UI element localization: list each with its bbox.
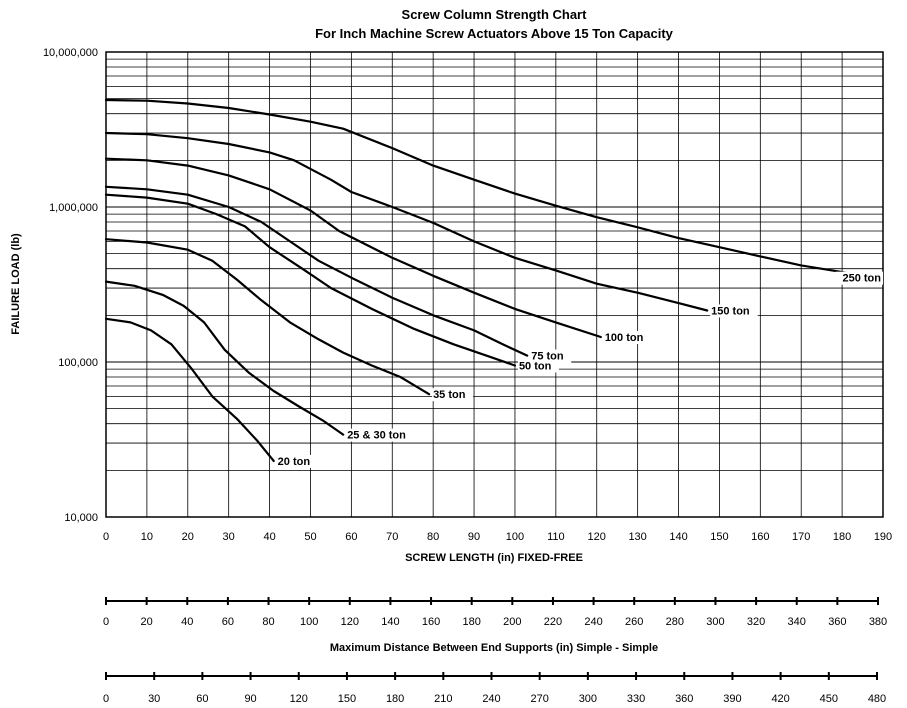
x-tick-label: 180: [833, 531, 851, 543]
x-tick-label: 20: [182, 531, 194, 543]
series-label: 100 ton: [605, 332, 644, 344]
series-label: 50 ton: [519, 360, 552, 372]
scale-tick-label: 240: [482, 693, 500, 705]
series-line-20-ton: [104, 317, 275, 462]
series-label-bg: [530, 349, 572, 363]
x-tick-label: 140: [669, 531, 687, 543]
scale-tick-label: 270: [531, 693, 549, 705]
scale-tick-label: 120: [290, 693, 308, 705]
scale-tick-label: 90: [244, 693, 256, 705]
x-tick-label: 120: [588, 531, 606, 543]
x-tick-label: 110: [547, 531, 565, 543]
x-axis-ticks: 0 10 20 30 40 50 60 70 80 90 100 110 120 130 140 150 160…: [103, 531, 892, 543]
scale-tick-label: 0: [103, 693, 109, 705]
series-line-75-ton: [104, 185, 529, 357]
series-label-bg: [432, 388, 474, 402]
series-lines: [104, 98, 872, 462]
series-label-bg: [517, 359, 559, 373]
x-tick-label: 80: [427, 531, 439, 543]
x-tick-label: 130: [628, 531, 646, 543]
scale-tick-label: 180: [386, 693, 404, 705]
scale-tick-label: 150: [338, 693, 356, 705]
x-tick-label: 0: [103, 531, 109, 543]
scale-tick-label: 300: [706, 616, 724, 628]
scale-tick-label: 380: [869, 616, 887, 628]
scale-tick-label: 280: [666, 616, 684, 628]
scale-tick-label: 320: [747, 616, 765, 628]
series-label-bg: [603, 330, 652, 344]
series-line-25-30-ton: [104, 280, 345, 436]
series-label: 25 & 30 ton: [347, 430, 406, 442]
x-tick-label: 150: [710, 531, 728, 543]
simple-simple-scale-label: Maximum Distance Between End Supports (i…: [330, 642, 658, 654]
series-line-35-ton: [104, 238, 431, 396]
series-label: 35 ton: [433, 389, 466, 401]
scale-tick-label: 140: [381, 616, 399, 628]
scale-tick-label: 300: [579, 693, 597, 705]
y-axis-label: FAILURE LOAD (lb): [10, 233, 22, 335]
scale-tick-label: 160: [422, 616, 440, 628]
chart-subtitle: For Inch Machine Screw Actuators Above 1…: [315, 26, 674, 41]
scale-tick-label: 60: [196, 693, 208, 705]
scale-tick-label: 390: [723, 693, 741, 705]
scale-tick-label: 360: [828, 616, 846, 628]
scale-tick-label: 210: [434, 693, 452, 705]
x-tick-label: 60: [345, 531, 357, 543]
x-tick-label: 90: [468, 531, 480, 543]
scale-tick-label: 180: [463, 616, 481, 628]
y-tick-label: 1,000,000: [49, 202, 98, 214]
y-tick-label: 10,000,000: [43, 47, 98, 59]
scale-tick-label: 200: [503, 616, 521, 628]
series-label: 250 ton: [842, 273, 881, 285]
chart-title: Screw Column Strength Chart: [402, 7, 588, 22]
scale-tick-label: 120: [341, 616, 359, 628]
scale-tick-label: 340: [788, 616, 806, 628]
scale-tick-label: 80: [262, 616, 274, 628]
scale-tick-label: 20: [141, 616, 153, 628]
x-tick-label: 50: [304, 531, 316, 543]
series-label: 20 ton: [278, 456, 311, 468]
x-tick-label: 30: [223, 531, 235, 543]
series-label-bg: [346, 428, 420, 442]
scale-tick-label: 450: [820, 693, 838, 705]
simple-simple-scale: 0 20 40 60 80 100 120 140 160 180 200 220 240 260 280 3…: [103, 597, 887, 628]
y-axis-ticks: 10,000 100,000 1,000,000 10,000,000: [43, 47, 98, 524]
x-tick-label: 70: [386, 531, 398, 543]
scale-tick-label: 260: [625, 616, 643, 628]
series-line-250-ton: [104, 98, 872, 279]
scale-tick-label: 360: [675, 693, 693, 705]
scale-tick-label: 40: [181, 616, 193, 628]
scale-tick-label: 100: [300, 616, 318, 628]
y-tick-label: 100,000: [58, 357, 98, 369]
x-tick-label: 40: [263, 531, 275, 543]
plot-frame: [105, 51, 884, 518]
series-line-100-ton: [104, 157, 602, 339]
scale-tick-label: 480: [868, 693, 886, 705]
x-tick-label: 170: [792, 531, 810, 543]
scale-tick-label: 220: [544, 616, 562, 628]
grid-lines: [106, 52, 883, 517]
x-tick-label: 100: [506, 531, 524, 543]
y-tick-label: 10,000: [64, 512, 98, 524]
series-label-bg: [276, 454, 318, 468]
scale-tick-label: 240: [584, 616, 602, 628]
series-label-bg: [710, 304, 758, 318]
scale-tick-label: 330: [627, 693, 645, 705]
x-tick-label: 160: [751, 531, 769, 543]
series-label: 150 ton: [711, 305, 750, 317]
x-tick-label: 190: [874, 531, 892, 543]
scale-tick-label: 60: [222, 616, 234, 628]
x-tick-label: 10: [141, 531, 153, 543]
series-line-50-ton: [104, 193, 516, 367]
scale-tick-label: 420: [771, 693, 789, 705]
third-distance-scale: 0 30 60 90 120 150 180 210 240 270 300 330 360 390 420…: [103, 672, 886, 705]
series-line-150-ton: [104, 131, 709, 312]
scale-tick-label: 0: [103, 616, 109, 628]
x-axis-label: SCREW LENGTH (in) FIXED-FREE: [405, 552, 583, 564]
scale-tick-label: 30: [148, 693, 160, 705]
series-label-bg: [835, 271, 883, 285]
